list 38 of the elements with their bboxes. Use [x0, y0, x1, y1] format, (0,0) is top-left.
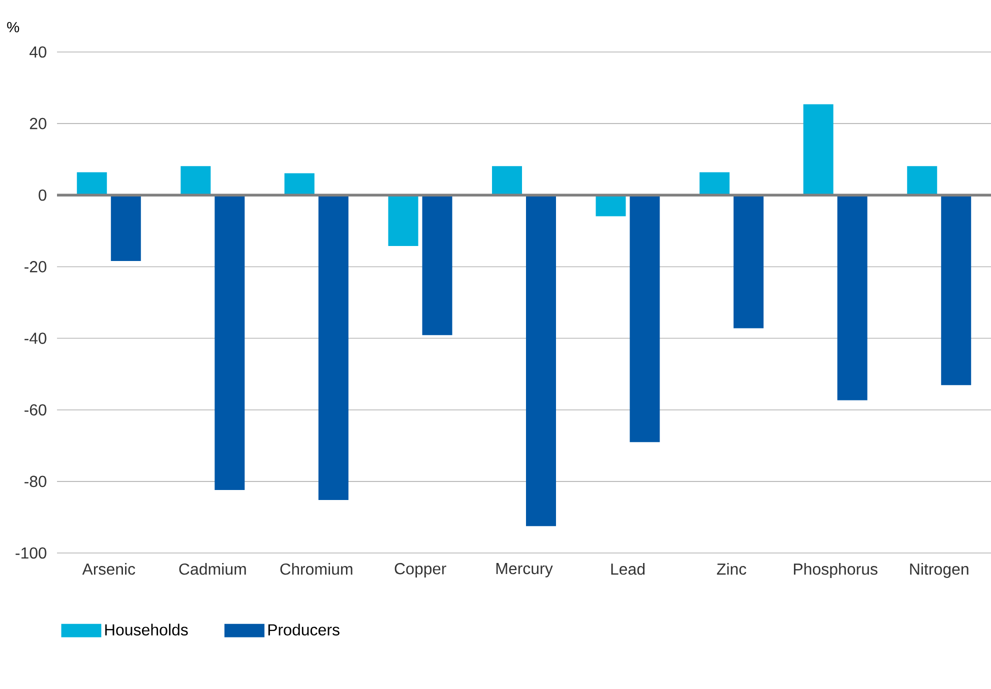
- bar: [388, 195, 418, 246]
- bar: [318, 195, 348, 500]
- bar: [422, 195, 452, 336]
- x-tick-label: Cadmium: [179, 563, 246, 575]
- bar: [180, 166, 211, 196]
- x-tick-label: Mercury: [496, 563, 553, 578]
- x-tick-label: Zinc: [716, 563, 746, 575]
- bar: [110, 195, 141, 261]
- x-tick-label: Chromium: [280, 563, 352, 575]
- y-tick-label: -20: [24, 261, 46, 272]
- x-tick-label: Arsenic: [82, 563, 136, 575]
- x-tick-label: Nitrogen: [910, 563, 968, 578]
- y-tick-label: -100: [16, 547, 46, 559]
- bar: [214, 195, 245, 490]
- y-tick-label: -40: [24, 332, 46, 344]
- bar: [76, 172, 107, 196]
- y-tick-label: 40: [30, 46, 46, 58]
- y-tick-label: 20: [30, 118, 46, 130]
- y-tick-label: -80: [24, 476, 46, 488]
- legend-label: Households: [105, 624, 188, 636]
- bar: [284, 173, 314, 196]
- bar: [492, 166, 522, 196]
- y-tick-label: -60: [24, 404, 46, 416]
- bar: [803, 104, 834, 196]
- x-tick-label: Phosphorus: [794, 563, 878, 578]
- bar: [941, 195, 972, 386]
- bar: [907, 166, 938, 196]
- bar: [837, 195, 868, 400]
- legend-label: Producers: [268, 624, 340, 636]
- bar: [700, 172, 730, 196]
- bar: [526, 195, 556, 526]
- bar: [596, 195, 626, 216]
- bar: [630, 195, 660, 442]
- x-tick-label: Copper: [394, 563, 446, 578]
- y-tick-label: 0: [38, 189, 46, 201]
- bar: [734, 195, 764, 328]
- x-tick-label: Lead: [611, 563, 645, 575]
- y-axis-title: %: [7, 22, 20, 32]
